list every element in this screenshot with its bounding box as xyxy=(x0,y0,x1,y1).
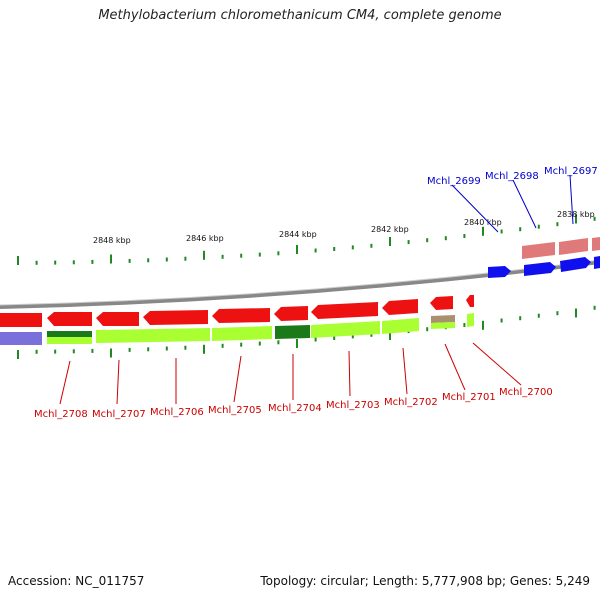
kbp-label: 2840 kbp xyxy=(464,218,502,227)
kbp-label: 2844 kbp xyxy=(279,230,317,239)
map-title: Methylobacterium chloromethanicum CM4, c… xyxy=(98,8,502,23)
kbp-label: 2846 kbp xyxy=(186,234,224,243)
gene-label-mchl-2706[interactable]: Mchl_2706 xyxy=(150,407,204,418)
gene-label-mchl-2705[interactable]: Mchl_2705 xyxy=(208,405,262,416)
gene-label-mchl-2697[interactable]: Mchl_2697 xyxy=(544,166,598,177)
cds-feature xyxy=(467,313,474,327)
lower-tick-row xyxy=(17,305,596,359)
gene-label-mchl-2700[interactable]: Mchl_2700 xyxy=(499,387,553,398)
gene-label-mchl-2707[interactable]: Mchl_2707 xyxy=(92,409,146,420)
accession-text: Accession: NC_011757 xyxy=(8,574,145,588)
gene-mchl-2701[interactable] xyxy=(382,299,418,315)
gene-mchl-2708[interactable] xyxy=(0,313,42,327)
gene-mchl-2707[interactable] xyxy=(47,312,92,326)
kbp-label: 2838 kbp xyxy=(557,210,595,219)
gene-mchl-2703[interactable] xyxy=(274,306,308,321)
gene-mchl-2700[interactable] xyxy=(430,296,453,310)
forward-leader-lines xyxy=(451,174,574,233)
kbp-label: 2842 kbp xyxy=(371,225,409,234)
feature-forward-light xyxy=(592,237,600,251)
cds-feature xyxy=(431,322,455,329)
kbp-label: 2848 kbp xyxy=(93,236,131,245)
upper-tick-row xyxy=(17,214,596,265)
reverse-genes xyxy=(0,295,474,327)
gene-fragment[interactable] xyxy=(594,256,600,269)
gene-fragment[interactable] xyxy=(466,295,474,307)
gene-label-mchl-2698[interactable]: Mchl_2698 xyxy=(485,171,539,182)
gene-mchl-2702[interactable] xyxy=(311,302,378,319)
cds-feature xyxy=(311,321,380,338)
cds-feature xyxy=(212,326,272,341)
gene-mchl-2706[interactable] xyxy=(96,312,139,326)
gene-mchl-2698[interactable] xyxy=(524,262,556,276)
cds-feature xyxy=(47,331,92,337)
gene-mchl-2705[interactable] xyxy=(143,310,208,325)
gene-mchl-2704[interactable] xyxy=(212,308,270,323)
feature-forward-light xyxy=(522,242,555,259)
cds-row xyxy=(0,313,474,345)
gene-label-mchl-2702[interactable]: Mchl_2702 xyxy=(384,397,438,408)
gene-label-mchl-2699[interactable]: Mchl_2699 xyxy=(427,176,481,187)
gene-label-mchl-2701[interactable]: Mchl_2701 xyxy=(442,392,496,403)
reverse-leader-lines xyxy=(59,342,522,405)
cds-feature xyxy=(431,315,455,323)
cds-feature xyxy=(382,318,419,334)
gene-mchl-2699[interactable] xyxy=(488,266,511,278)
topology-text: Topology: circular; Length: 5,777,908 bp… xyxy=(260,574,590,588)
cds-feature xyxy=(0,332,42,345)
gene-label-mchl-2704[interactable]: Mchl_2704 xyxy=(268,403,322,414)
cds-feature xyxy=(96,328,210,343)
gene-label-mchl-2708[interactable]: Mchl_2708 xyxy=(34,409,88,420)
gene-label-mchl-2703[interactable]: Mchl_2703 xyxy=(326,400,380,411)
forward-genes xyxy=(488,237,600,278)
genome-backbone xyxy=(0,260,600,309)
feature-forward-light xyxy=(559,238,588,255)
gene-mchl-2697[interactable] xyxy=(560,257,591,272)
cds-feature xyxy=(275,325,310,339)
